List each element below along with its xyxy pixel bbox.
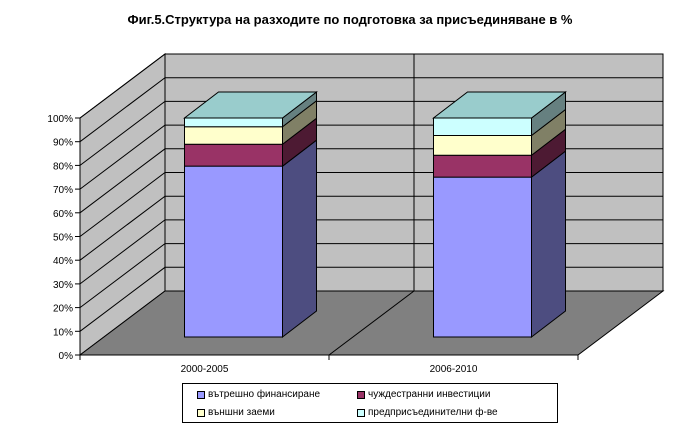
legend-swatch [197, 408, 205, 417]
y-tick-label: 20% [53, 304, 73, 315]
x-tick-label: 2006-2010 [430, 364, 478, 375]
y-axis: 0% 10% 20% 30% 40% 50% 60% 70% 80% 90% 100% [47, 114, 81, 362]
y-tick-label: 80% [53, 161, 73, 172]
bar-segment [433, 135, 532, 156]
legend-item: външни заеми [197, 407, 275, 418]
y-tick-label: 100% [47, 114, 73, 125]
chart-title: Фиг.5.Структура на разходите по подготов… [127, 12, 573, 27]
x-axis: 2000-2005 2006-2010 [79, 354, 579, 375]
bar-segment [433, 117, 532, 137]
y-tick-label: 30% [53, 280, 73, 291]
y-tick-label: 50% [53, 233, 73, 244]
legend: вътрешно финансиране чуждестранни инвест… [182, 383, 558, 423]
legend-label: чуждестранни инвестиции [368, 389, 491, 400]
y-tick-label: 70% [53, 185, 73, 196]
bar-segment [433, 154, 532, 178]
legend-item: вътрешно финансиране [197, 389, 320, 400]
bar-segment [184, 126, 283, 145]
bar-segment-side [282, 139, 317, 339]
x-tick-label: 2000-2005 [181, 364, 229, 375]
legend-item: предприсъединителни ф-ве [357, 407, 498, 418]
y-tick-label: 0% [59, 351, 74, 362]
legend-swatch [357, 408, 365, 417]
y-tick-label: 60% [53, 209, 73, 220]
gridline [79, 53, 663, 119]
legend-swatch [357, 390, 365, 399]
y-tick-label: 10% [53, 327, 73, 338]
bar-segment [184, 143, 283, 167]
gridline [79, 77, 663, 143]
y-tick-label: 90% [53, 138, 73, 149]
bar-top [432, 91, 567, 119]
legend-item: чуждестранни инвестиции [357, 389, 490, 400]
legend-label: вътрешно финансиране [208, 389, 321, 400]
legend-label: предприсъединителни ф-ве [368, 407, 498, 418]
bar-segment-side [531, 150, 566, 339]
bar-segment [433, 176, 532, 338]
bar-segment [184, 117, 283, 128]
plot-walls [78, 52, 665, 357]
y-tick-label: 40% [53, 256, 73, 267]
bar-top [183, 91, 318, 119]
category-divider-floor [328, 290, 415, 356]
bars [183, 90, 567, 339]
bar-segment [184, 165, 283, 338]
legend-swatch [197, 390, 205, 399]
legend-label: външни заеми [208, 407, 275, 418]
